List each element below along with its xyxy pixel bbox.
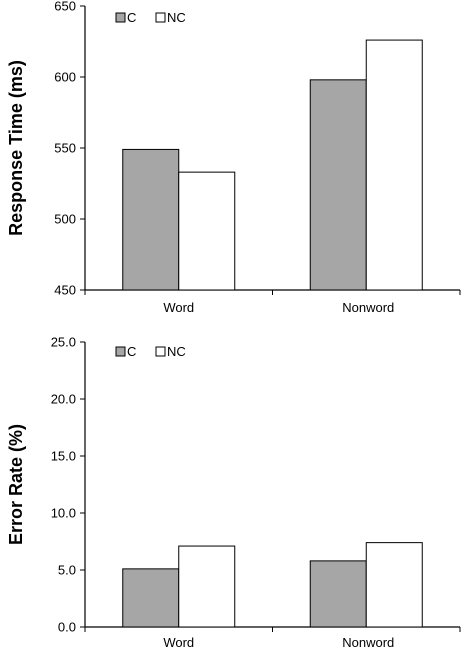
y-axis-title: Response Time (ms)	[6, 60, 26, 236]
y-tick-label: 0.0	[58, 620, 76, 635]
legend-swatch-c	[115, 12, 126, 23]
legend-label-c: C	[127, 344, 136, 359]
legend-swatch-nc	[155, 12, 166, 23]
bar-c-word	[122, 148, 180, 291]
y-tick-label: 5.0	[58, 563, 76, 578]
y-tick-label: 25.0	[51, 335, 76, 350]
y-axis-title: Error Rate (%)	[6, 424, 26, 545]
y-tick-label: 450	[54, 283, 76, 298]
bar-nc-word	[178, 545, 236, 628]
y-tick-label: 650	[54, 0, 76, 14]
y-tick-label: 10.0	[51, 506, 76, 521]
y-tick-label: 550	[54, 141, 76, 156]
y-tick-label: 600	[54, 70, 76, 85]
legend-swatch-nc	[155, 346, 166, 357]
legend-label-c: C	[127, 10, 136, 25]
legend-label-nc: NC	[167, 10, 186, 25]
legend-swatch-c	[115, 346, 126, 357]
bar-c-nonword	[309, 560, 367, 628]
x-category-label: Word	[163, 635, 194, 650]
bar-nc-word	[178, 171, 236, 291]
bar-nc-nonword	[365, 542, 423, 628]
y-tick-label: 500	[54, 212, 76, 227]
bar-nc-nonword	[365, 39, 423, 291]
bar-c-word	[122, 568, 180, 628]
x-category-label: Nonword	[342, 300, 394, 315]
legend-label-nc: NC	[167, 344, 186, 359]
chart-panel-2: 0.0 5.0 10.0 15.0 20.0 25.0 Word Nonword Error R…	[6, 335, 461, 650]
y-tick-label: 20.0	[51, 392, 76, 407]
chart-panel-1: 450 500 550 600 650 Word Nonword Response Time …	[6, 0, 461, 315]
x-category-label: Nonword	[342, 635, 394, 650]
x-category-label: Word	[163, 300, 194, 315]
y-tick-label: 15.0	[51, 449, 76, 464]
bar-c-nonword	[309, 79, 367, 291]
